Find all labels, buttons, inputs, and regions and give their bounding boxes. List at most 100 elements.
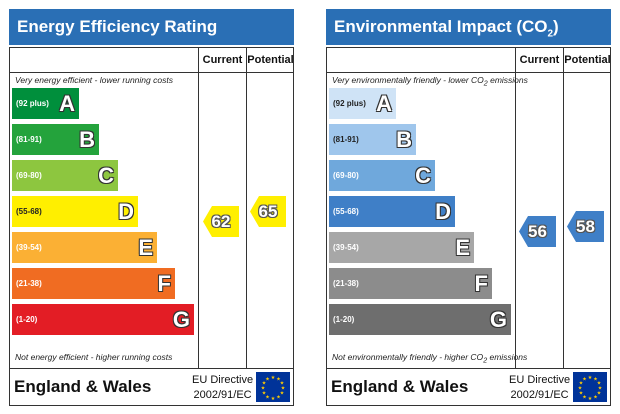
svg-text:★: ★ — [262, 391, 267, 397]
title-subscript: 2 — [547, 28, 554, 40]
svg-text:★: ★ — [578, 386, 583, 392]
svg-text:★: ★ — [271, 375, 276, 381]
eu-directive: EU Directive 2002/91/EC — [192, 373, 253, 403]
environmental-impact-panel: Environmental Impact (CO2) Rating Curren… — [326, 9, 611, 406]
header-divider — [10, 72, 293, 73]
note-subscript: 2 — [483, 79, 488, 88]
directive-line-2: 2002/91/EC — [510, 389, 569, 401]
country-label: England & Wales — [331, 377, 469, 396]
potential-rating-value: 58 — [576, 217, 595, 236]
energy-footer: England & Wales EU Directive 2002/91/EC … — [9, 369, 294, 406]
current-rating-pointer: 62 — [203, 206, 239, 237]
bottom-note: Not environmentally friendly - higher CO… — [332, 352, 527, 365]
band-range: (1-20) — [16, 315, 38, 324]
band-range: (21-38) — [333, 279, 359, 288]
directive-line-1: EU Directive — [192, 374, 254, 386]
energy-chart: Current Potential Very energy efficient … — [9, 47, 294, 369]
band-range: (39-54) — [16, 243, 42, 252]
energy-efficiency-panel: Energy Efficiency Rating Current Potenti… — [9, 9, 294, 406]
band-e: (39-54) E — [12, 232, 157, 263]
band-range: (81-91) — [16, 135, 42, 144]
svg-text:★: ★ — [588, 396, 593, 402]
band-d: (55-68) D — [12, 196, 138, 227]
current-column-header: Current — [202, 54, 243, 66]
band-g: (1-20) G — [12, 304, 194, 335]
svg-text:★: ★ — [597, 381, 602, 387]
svg-text:★: ★ — [280, 381, 285, 387]
title-prefix: Environmental Impact (CO — [334, 17, 548, 36]
column-divider — [246, 48, 247, 368]
svg-text:★: ★ — [582, 395, 587, 401]
svg-text:★: ★ — [579, 391, 584, 397]
potential-rating-pointer: 65 — [250, 196, 286, 227]
band-range: (39-54) — [333, 243, 359, 252]
top-note: Very energy efficient - lower running co… — [15, 75, 173, 85]
pointer-arrow-icon — [567, 211, 604, 242]
potential-column-header: Potential — [564, 54, 611, 66]
band-range: (81-91) — [333, 135, 359, 144]
bottom-note: Not energy efficient - higher running co… — [15, 352, 173, 362]
band-letter: F — [157, 270, 171, 296]
band-letter: A — [376, 90, 392, 116]
band-range: (92 plus) — [16, 99, 49, 108]
band-c: (69-80) C — [329, 160, 435, 191]
svg-text:★: ★ — [582, 377, 587, 383]
svg-text:★: ★ — [281, 386, 286, 392]
pointer-shape — [519, 216, 556, 247]
svg-text:★: ★ — [261, 386, 266, 392]
potential-rating-value: 65 — [258, 202, 278, 221]
band-g: (1-20) G — [329, 304, 511, 335]
band-letter: D — [118, 198, 134, 224]
band-letter: B — [396, 126, 412, 152]
pointer-arrow-icon — [250, 196, 286, 227]
band-b: (81-91) B — [329, 124, 416, 155]
svg-text:★: ★ — [598, 386, 603, 392]
note-prefix: Not environmentally friendly - higher CO — [332, 352, 484, 362]
country-label: England & Wales — [14, 377, 152, 396]
directive-line-2: 2002/91/EC — [193, 389, 252, 401]
column-divider — [515, 48, 516, 368]
band-letter: C — [415, 162, 431, 188]
svg-text:★: ★ — [588, 375, 593, 381]
band-f: (21-38) F — [329, 268, 492, 299]
column-divider — [563, 48, 564, 368]
svg-text:★: ★ — [276, 377, 281, 383]
band-letter: F — [474, 270, 488, 296]
note-suffix: emissions — [487, 352, 528, 362]
current-rating-pointer: 56 — [519, 216, 556, 247]
column-divider — [198, 48, 199, 368]
band-b: (81-91) B — [12, 124, 99, 155]
band-range: (69-80) — [16, 171, 42, 180]
potential-column-header: Potential — [247, 54, 294, 66]
band-range: (92 plus) — [333, 99, 366, 108]
note-prefix: Very environmentally friendly - lower CO — [332, 75, 484, 85]
band-range: (69-80) — [333, 171, 359, 180]
directive-line-1: EU Directive — [509, 374, 571, 386]
note-suffix: emissions — [487, 75, 528, 85]
svg-text:★: ★ — [597, 391, 602, 397]
band-range: (55-68) — [16, 207, 42, 216]
band-letter: G — [172, 306, 190, 332]
band-letter: C — [98, 162, 114, 188]
eu-directive: EU Directive 2002/91/EC — [509, 373, 570, 403]
current-column-header: Current — [519, 54, 560, 66]
band-d: (55-68) D — [329, 196, 455, 227]
energy-title: Energy Efficiency Rating — [9, 9, 294, 45]
header-divider — [327, 72, 610, 73]
pointer-arrow-icon — [519, 216, 556, 247]
svg-text:★: ★ — [593, 377, 598, 383]
svg-text:★: ★ — [280, 391, 285, 397]
potential-rating-pointer: 58 — [567, 211, 604, 242]
svg-text:★: ★ — [265, 377, 270, 383]
note-subscript: 2 — [483, 356, 488, 365]
title-suffix: ) Rating — [334, 17, 559, 80]
current-rating-value: 62 — [211, 212, 231, 231]
svg-text:★: ★ — [265, 395, 270, 401]
pointer-shape — [203, 206, 239, 237]
svg-text:★: ★ — [276, 395, 281, 401]
pointer-shape — [567, 211, 604, 242]
band-e: (39-54) E — [329, 232, 474, 263]
band-range: (21-38) — [16, 279, 42, 288]
band-a: (92 plus) A — [329, 88, 396, 119]
band-letter: E — [138, 234, 153, 260]
